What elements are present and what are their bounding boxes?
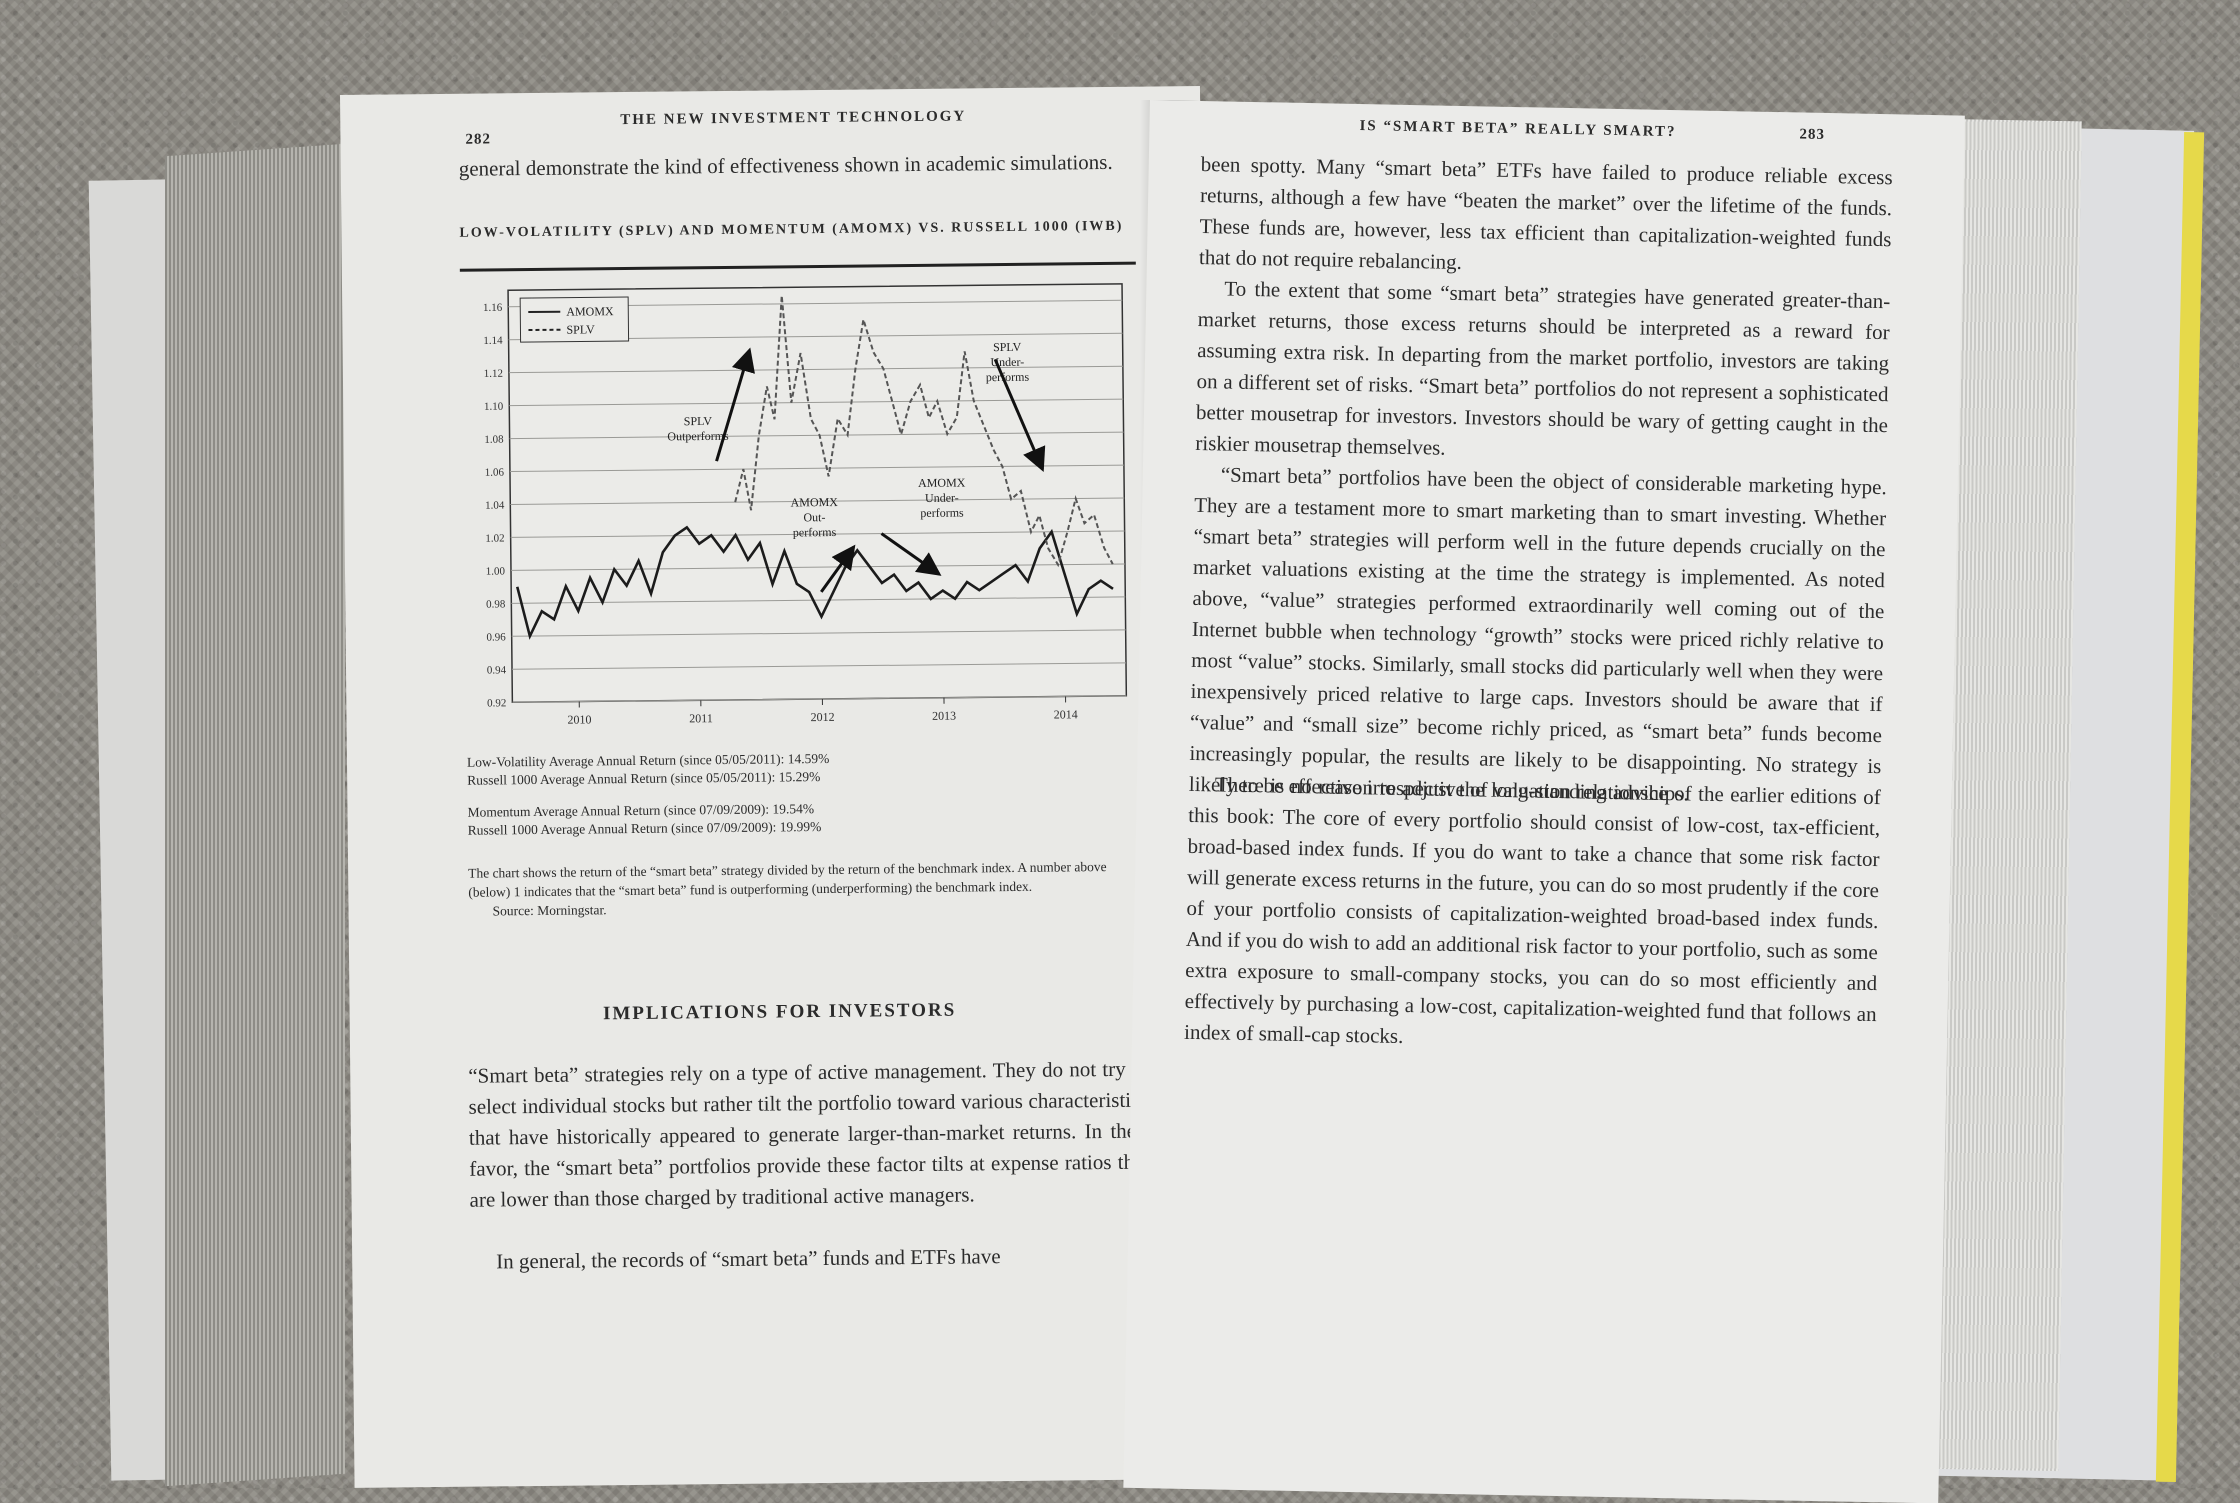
x-tick-label: 2014 [1054, 707, 1078, 721]
page-edges-left [165, 144, 345, 1487]
annotation-text: Out- [803, 510, 825, 524]
chart-title: LOW-VOLATILITY (SPLV) AND MOMENTUM (AMOM… [459, 217, 1135, 244]
x-tick-label: 2010 [567, 712, 591, 726]
page-number: 283 [1799, 126, 1825, 143]
chart-caption: The chart shows the return of the “smart… [468, 857, 1149, 921]
annotation-text: performs [793, 525, 837, 539]
annotation-text: Outperforms [667, 429, 729, 444]
annotation-text: performs [920, 506, 964, 520]
legend-label: SPLV [566, 322, 595, 336]
opening-text: general demonstrate the kind of effectiv… [459, 147, 1137, 185]
body-paragraph: been spotty. Many “smart beta” ETFs have… [1199, 149, 1893, 286]
y-tick-label: 1.00 [486, 565, 506, 577]
y-tick-label: 1.16 [483, 302, 503, 314]
left-page: 282 THE NEW INVESTMENT TECHNOLOGY genera… [340, 86, 1215, 1488]
y-tick-label: 1.12 [484, 368, 503, 380]
annotation-text: AMOMX [791, 495, 839, 509]
y-tick-label: 1.04 [485, 500, 505, 512]
page-number: 282 [465, 131, 491, 148]
legend-label: AMOMX [566, 304, 614, 318]
y-tick-label: 1.02 [485, 533, 504, 545]
body-paragraph: To the extent that some “smart beta” str… [1195, 273, 1890, 472]
body-paragraph: There is no reason to adjust the long-st… [1184, 769, 1881, 1061]
line-chart: 0.92 0.94 0.96 0.98 1.00 1.02 1.04 1.06 1.08 1.10… [460, 272, 1141, 739]
y-tick-label: 1.08 [484, 434, 504, 446]
annotation-text: Under- [925, 491, 959, 505]
y-tick-label: 1.10 [484, 401, 504, 413]
x-tick-label: 2011 [689, 711, 713, 725]
annotation-text: SPLV [684, 414, 713, 428]
chart-title-rule [460, 262, 1136, 272]
y-tick-label: 0.94 [487, 664, 507, 676]
y-tick-label: 0.92 [487, 697, 506, 709]
y-tick-label: 1.14 [483, 335, 503, 347]
y-tick-label: 1.06 [485, 467, 505, 479]
body-paragraph: “Smart beta” strategies rely on a type o… [468, 1054, 1150, 1216]
body-paragraph: In general, the records of “smart beta” … [470, 1240, 1150, 1278]
annotation-text: AMOMX [918, 476, 966, 490]
section-heading: IMPLICATIONS FOR INVESTORS [350, 997, 1210, 1028]
right-page: IS “SMART BETA” REALLY SMART? 283 been s… [1123, 100, 1964, 1503]
x-tick-label: 2012 [811, 710, 835, 724]
annotation-text: performs [986, 370, 1030, 384]
y-tick-label: 0.98 [486, 598, 506, 610]
annotation-text: SPLV [993, 340, 1022, 354]
running-head: THE NEW INVESTMENT TECHNOLOGY [620, 108, 966, 129]
plot-area [508, 284, 1126, 702]
y-tick-label: 0.96 [486, 631, 506, 643]
x-tick-label: 2013 [932, 709, 956, 723]
return-notes: Low-Volatility Average Annual Return (si… [467, 747, 1148, 840]
body-paragraph: “Smart beta” portfolios have been the ob… [1189, 459, 1887, 813]
running-head: IS “SMART BETA” REALLY SMART? [1359, 118, 1676, 141]
